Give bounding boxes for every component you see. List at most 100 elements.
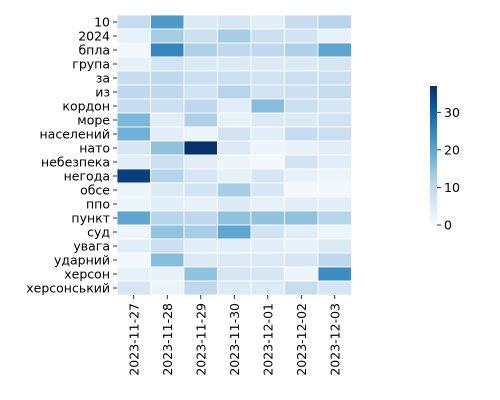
heatmap-cell — [317, 112, 352, 128]
heatmap-cell — [250, 210, 285, 226]
x-tick-label: 2023-12-02 — [294, 303, 309, 376]
heatmap-cell — [284, 112, 319, 128]
heatmap-cell — [217, 196, 252, 212]
heatmap-cell — [183, 238, 218, 254]
x-tick-label: 2023-11-29 — [193, 303, 208, 376]
heatmap-cell — [250, 140, 285, 156]
y-tick-label: обсе — [80, 183, 110, 198]
x-tick-label: 2023-12-03 — [327, 303, 342, 376]
heatmap-cell — [317, 280, 352, 296]
heatmap-cell — [317, 182, 352, 198]
heatmap-cell — [116, 42, 151, 58]
heatmap-cell — [217, 182, 252, 198]
heatmap-cell — [250, 84, 285, 100]
heatmap-cell — [116, 56, 151, 72]
x-tick-label: 2023-11-30 — [227, 303, 242, 376]
heatmap-cell — [217, 42, 252, 58]
heatmap-cell — [284, 98, 319, 114]
heatmap-cell — [150, 266, 185, 282]
heatmap-cell — [284, 252, 319, 268]
heatmap-cell — [150, 252, 185, 268]
x-tick-label: 2023-11-28 — [160, 303, 175, 376]
heatmap-cell — [284, 224, 319, 240]
heatmap-cell — [250, 112, 285, 128]
heatmap-cell — [217, 154, 252, 170]
heatmap-cell — [116, 140, 151, 156]
heatmap-cell — [317, 210, 352, 226]
heatmap-cell — [116, 70, 151, 86]
heatmap-cell — [317, 238, 352, 254]
heatmap-cell — [116, 182, 151, 198]
heatmap-cell — [284, 56, 319, 72]
heatmap-cell — [250, 126, 285, 142]
colorbar-tick-label: 0 — [444, 218, 452, 233]
heatmap-cell — [317, 98, 352, 114]
heatmap-cell — [116, 126, 151, 142]
heatmap-cell — [183, 98, 218, 114]
heatmap-cell — [250, 280, 285, 296]
heatmap-cell — [317, 154, 352, 170]
y-tick-label: небезпека — [41, 155, 110, 170]
heatmap-cell — [250, 98, 285, 114]
heatmap-cell — [317, 28, 352, 44]
y-tick-label: бпла — [78, 43, 110, 58]
heatmap-cell — [116, 224, 151, 240]
heatmap-cell — [116, 98, 151, 114]
heatmap-cell — [217, 266, 252, 282]
y-tick-label: суд — [87, 225, 110, 240]
heatmap-cell — [250, 196, 285, 212]
heatmap-cell — [250, 14, 285, 30]
y-tick-label: из — [95, 85, 110, 100]
heatmap-cell — [116, 84, 151, 100]
y-tick-label: група — [72, 57, 110, 72]
heatmap-cell — [116, 238, 151, 254]
heatmap-cell — [217, 238, 252, 254]
heatmap-cell — [150, 112, 185, 128]
heatmap-cell — [116, 112, 151, 128]
heatmap-cell — [150, 238, 185, 254]
heatmap-cell — [284, 238, 319, 254]
heatmap-cell — [317, 224, 352, 240]
heatmap-cell — [150, 56, 185, 72]
heatmap-cell — [150, 210, 185, 226]
heatmap-cell — [150, 84, 185, 100]
x-tick-label: 2023-12-01 — [260, 303, 275, 376]
x-tick-label: 2023-11-27 — [126, 303, 141, 376]
y-tick-label: кордон — [62, 99, 110, 114]
heatmap-cell — [150, 14, 185, 30]
heatmap-cell — [317, 56, 352, 72]
heatmap-cell — [217, 224, 252, 240]
heatmap-cell — [183, 210, 218, 226]
heatmap-cell — [317, 42, 352, 58]
colorbar: 0 10 20 30 — [430, 86, 460, 233]
heatmap-cell — [116, 210, 151, 226]
heatmap-cell — [284, 14, 319, 30]
y-tick-label: за — [96, 71, 110, 86]
heatmap-cell — [284, 84, 319, 100]
heatmap-cell — [150, 126, 185, 142]
heatmap-cell — [116, 154, 151, 170]
heatmap-cell — [150, 224, 185, 240]
colorbar-tick-label: 10 — [444, 180, 460, 195]
heatmap-cell — [284, 154, 319, 170]
heatmap-cell — [284, 140, 319, 156]
heatmap-cell — [250, 42, 285, 58]
heatmap-cell — [183, 252, 218, 268]
colorbar-tick-label: 20 — [444, 142, 460, 157]
heatmap-cell — [116, 14, 151, 30]
heatmap-cell — [284, 280, 319, 296]
heatmap-cell — [317, 14, 352, 30]
heatmap-cell — [183, 154, 218, 170]
heatmap-cell — [250, 154, 285, 170]
heatmap-cell — [116, 168, 151, 184]
heatmap-cell — [116, 196, 151, 212]
heatmap-cell — [217, 168, 252, 184]
heatmap-cell — [217, 280, 252, 296]
heatmap-cell — [250, 28, 285, 44]
heatmap-cell — [284, 210, 319, 226]
y-tick-labels: 102024бплагрупазаизкордонморенаселенийна… — [26, 15, 117, 296]
y-tick-label: 10 — [94, 15, 110, 30]
heatmap-cell — [217, 210, 252, 226]
heatmap-cell — [284, 126, 319, 142]
heatmap-cell — [150, 70, 185, 86]
